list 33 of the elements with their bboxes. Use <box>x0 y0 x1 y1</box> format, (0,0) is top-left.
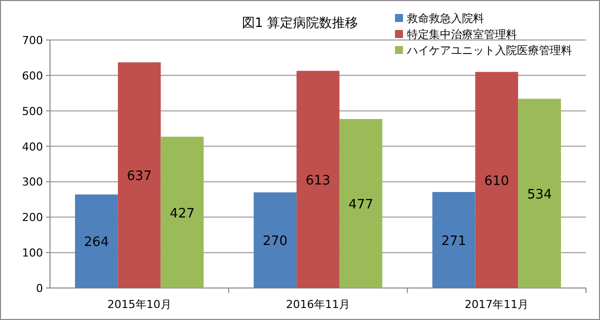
data-label: 637 <box>126 169 152 184</box>
data-label: 613 <box>306 173 330 188</box>
bar <box>75 194 118 288</box>
y-tick-label: 300 <box>22 176 43 189</box>
bar <box>296 70 340 288</box>
y-tick-label: 600 <box>22 69 43 82</box>
legend-label: ハイケアユニット入院医療管理料 <box>406 44 572 57</box>
y-tick-label: 0 <box>36 282 43 295</box>
legend-label: 特定集中治療室管理料 <box>407 28 517 41</box>
bar <box>518 98 561 288</box>
y-tick-label: 500 <box>22 104 43 118</box>
y-tick-label: 400 <box>22 140 43 154</box>
data-label: 534 <box>527 187 552 202</box>
y-tick-label: 700 <box>22 34 43 47</box>
data-label: 270 <box>262 234 288 250</box>
legend-label: 救命救急入院料 <box>406 12 484 25</box>
data-label: 610 <box>484 174 510 189</box>
data-label: 427 <box>170 206 195 222</box>
bar <box>339 119 382 288</box>
data-label: 477 <box>348 198 374 213</box>
bar <box>254 192 297 288</box>
y-tick-label: 200 <box>22 211 43 224</box>
chart-title: 図1 算定病院数推移 <box>242 16 358 31</box>
bar <box>475 72 518 288</box>
bar <box>432 192 476 288</box>
x-tick-label: 2016年11月 <box>286 298 350 311</box>
bar <box>160 136 204 288</box>
y-tick-label: 100 <box>22 246 43 260</box>
data-label: 264 <box>84 235 109 250</box>
data-label: 271 <box>441 234 466 249</box>
x-tick-label: 2015年10月 <box>107 298 172 311</box>
bar <box>118 62 161 288</box>
x-tick-label: 2017年11月 <box>464 298 529 311</box>
